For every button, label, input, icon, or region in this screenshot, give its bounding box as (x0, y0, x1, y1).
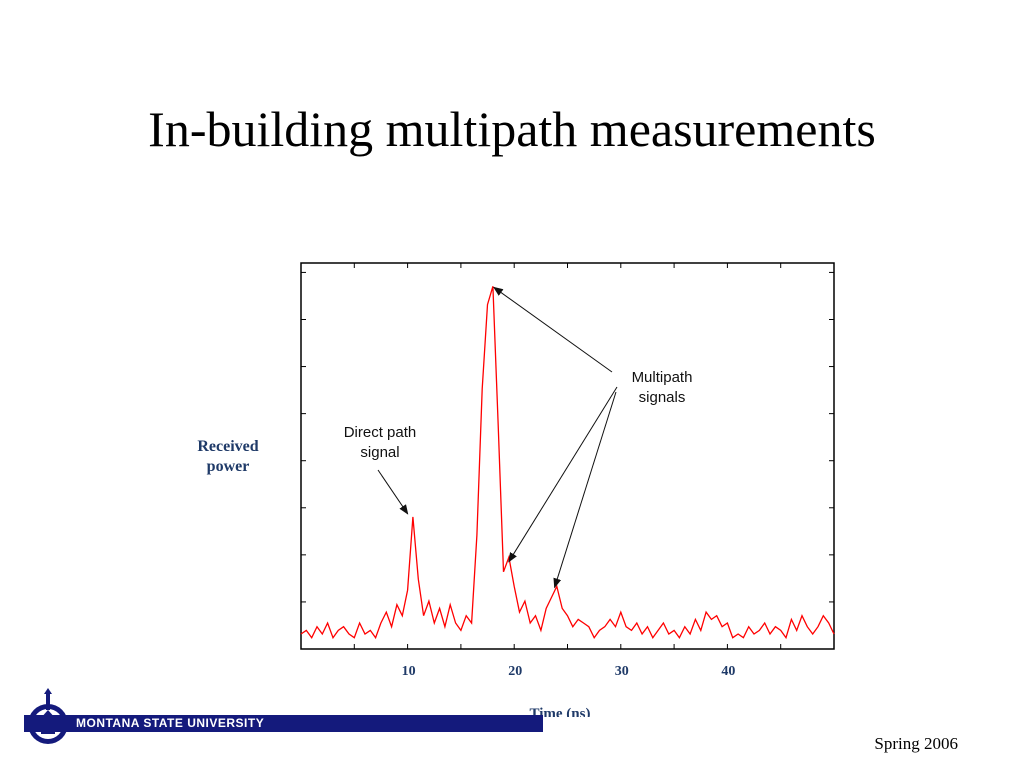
x-axis-label: Time (ns) (529, 706, 591, 717)
direct-path-annotation: Direct path signal (325, 423, 435, 463)
axis-ticks (300, 263, 835, 649)
slide-title: In-building multipath measurements (148, 101, 876, 157)
x-tick-label: 20 (508, 664, 523, 679)
y-axis-label: Received power (197, 438, 259, 475)
multipath-annotation: Multipath signals (607, 368, 717, 408)
multipath-arrow (493, 286, 613, 373)
received-power-trace (300, 286, 835, 640)
multipath-label: Multipath signals (631, 369, 693, 406)
direct-path-arrow (377, 469, 409, 515)
multipath-arrow (508, 386, 618, 563)
slide-date: Spring 2006 (874, 734, 958, 753)
x-axis-label-container: Time (ns) (480, 704, 640, 717)
direct-path-label: Direct path signal (343, 424, 417, 461)
x-tick-label: 10 (401, 664, 416, 679)
x-tick-label: 40 (721, 664, 736, 679)
x-tick-label: 30 (614, 664, 629, 679)
footer-bar (24, 715, 543, 732)
annotation-arrows (377, 286, 618, 589)
multipath-arrow (553, 391, 617, 589)
footer-university-name: MONTANA STATE UNIVERSITY (76, 716, 265, 730)
